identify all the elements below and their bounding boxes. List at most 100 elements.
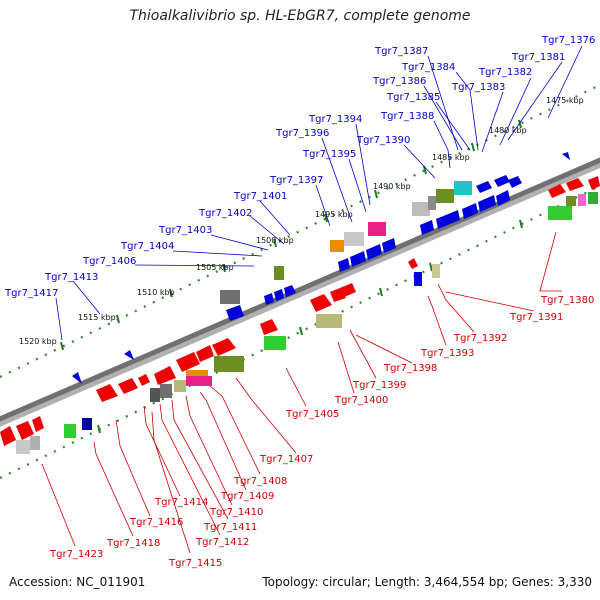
kbp-label: 1505 kbp [196, 263, 234, 272]
gene-label-reverse: Tgr7_1415 [168, 558, 222, 569]
kbp-label: 1510 kbp [137, 288, 175, 297]
gene-label-reverse: Tgr7_1380 [540, 295, 594, 306]
gene-label-forward: Tgr7_1395 [302, 149, 356, 160]
kbp-label: 1520 kbp [19, 337, 57, 346]
gene-block [436, 189, 454, 203]
gene-block [64, 424, 76, 438]
reverse-gene-arrow [0, 426, 16, 446]
reverse-gene-arrow [340, 283, 356, 297]
genome-backbone [0, 157, 600, 422]
gene-label-forward: Tgr7_1401 [233, 191, 287, 202]
gene-label-forward: Tgr7_1394 [308, 114, 362, 125]
kbp-label: 1475 kbp [546, 96, 584, 105]
forward-genes [72, 152, 570, 384]
kbp-label: 1480 kbp [489, 126, 527, 135]
forward-gene-arrow [420, 220, 434, 235]
reverse-gene-arrow [566, 178, 584, 191]
forward-gene-arrow [436, 210, 460, 229]
gene-label-reverse: Tgr7_1400 [334, 395, 388, 406]
accession-text: Accession: NC_011901 [9, 575, 146, 589]
forward-gene-arrow [382, 238, 396, 253]
gene-block [330, 240, 344, 252]
kbp-labels: 1475 kbp 1480 kbp 1485 kbp 1490 kbp 1495… [19, 96, 584, 346]
gene-label-reverse: Tgr7_1398 [383, 363, 437, 374]
gene-block [344, 232, 364, 246]
reverse-genes [0, 176, 600, 454]
kbp-label: 1490 kbp [373, 182, 411, 191]
gene-block [82, 418, 92, 430]
gene-label-forward: Tgr7_1406 [82, 256, 136, 267]
gene-label-reverse: Tgr7_1392 [453, 333, 507, 344]
forward-gene-arrow [264, 293, 274, 305]
gene-label-forward: Tgr7_1387 [374, 46, 428, 57]
gene-label-reverse: Tgr7_1410 [209, 507, 263, 518]
kbp-label: 1515 kbp [78, 313, 116, 322]
reverse-gene-arrow [548, 184, 566, 198]
kbp-label: 1495 kbp [315, 210, 353, 219]
gene-label-reverse: Tgr7_1414 [154, 497, 208, 508]
forward-gene-arrow [494, 175, 510, 187]
forward-gene-arrow [478, 195, 496, 212]
gene-label-reverse: Tgr7_1411 [203, 522, 257, 533]
forward-gene-arrow [284, 285, 296, 297]
gene-label-forward: Tgr7_1381 [511, 52, 565, 63]
forward-gene-arrow [350, 251, 366, 267]
gene-block [150, 388, 160, 402]
gene-label-forward: Tgr7_1382 [478, 67, 532, 78]
gene-block [186, 376, 212, 386]
gene-block [174, 380, 186, 392]
gene-block [160, 384, 172, 398]
gene-block [412, 202, 430, 216]
forward-gene-arrow [72, 372, 82, 384]
gene-label-reverse: Tgr7_1412 [195, 537, 249, 548]
forward-gene-arrow [462, 203, 478, 219]
reverse-gene-arrow [260, 319, 278, 335]
gene-label-forward: Tgr7_1383 [451, 82, 505, 93]
gene-label-reverse: Tgr7_1416 [129, 517, 183, 528]
kbp-label: 1485 kbp [432, 153, 470, 162]
gene-label-forward: Tgr7_1390 [356, 135, 410, 146]
gene-block [578, 194, 586, 206]
gene-block [264, 336, 286, 350]
gene-block [432, 264, 440, 278]
gene-block [428, 196, 436, 210]
gene-label-forward: Tgr7_1396 [275, 128, 329, 139]
gene-block [368, 222, 386, 236]
gene-label-forward: Tgr7_1402 [198, 208, 252, 219]
gene-label-forward: Tgr7_1376 [541, 35, 595, 46]
gene-block [588, 192, 598, 204]
outer-kbp-dotted-line [0, 84, 600, 378]
reverse-leader-lines [41, 231, 562, 554]
kbp-label: 1500 kbp [256, 236, 294, 245]
gene-block [214, 356, 244, 372]
reverse-gene-arrow [196, 345, 214, 362]
reverse-gene-arrow [138, 374, 150, 386]
gene-label-forward: Tgr7_1388 [380, 111, 434, 122]
gene-label-reverse: Tgr7_1407 [259, 454, 313, 465]
gene-block [548, 206, 572, 220]
gene-label-forward: Tgr7_1413 [44, 272, 98, 283]
gene-block [566, 196, 576, 206]
gene-label-reverse: Tgr7_1408 [233, 476, 287, 487]
forward-gene-arrow [124, 350, 134, 360]
gene-label-reverse: Tgr7_1418 [106, 538, 160, 549]
gene-label-reverse: Tgr7_1391 [509, 312, 563, 323]
genome-backbone-shadow [0, 158, 600, 427]
gene-block [220, 290, 240, 304]
reverse-gene-arrow [212, 338, 236, 356]
reverse-gene-arrow [32, 416, 44, 432]
gene-label-forward: Tgr7_1404 [120, 241, 174, 252]
forward-gene-arrow [366, 244, 382, 260]
forward-gene-arrow [562, 152, 570, 160]
gene-label-forward: Tgr7_1385 [386, 92, 440, 103]
forward-gene-arrow [476, 181, 492, 193]
forward-leader-lines [55, 45, 583, 341]
gene-block [274, 266, 284, 280]
gene-block [30, 436, 40, 450]
gene-label-reverse: Tgr7_1399 [352, 380, 406, 391]
reverse-gene-arrow [16, 421, 34, 440]
reverse-gene-arrow [310, 294, 332, 312]
forward-gene-arrow [508, 176, 522, 188]
